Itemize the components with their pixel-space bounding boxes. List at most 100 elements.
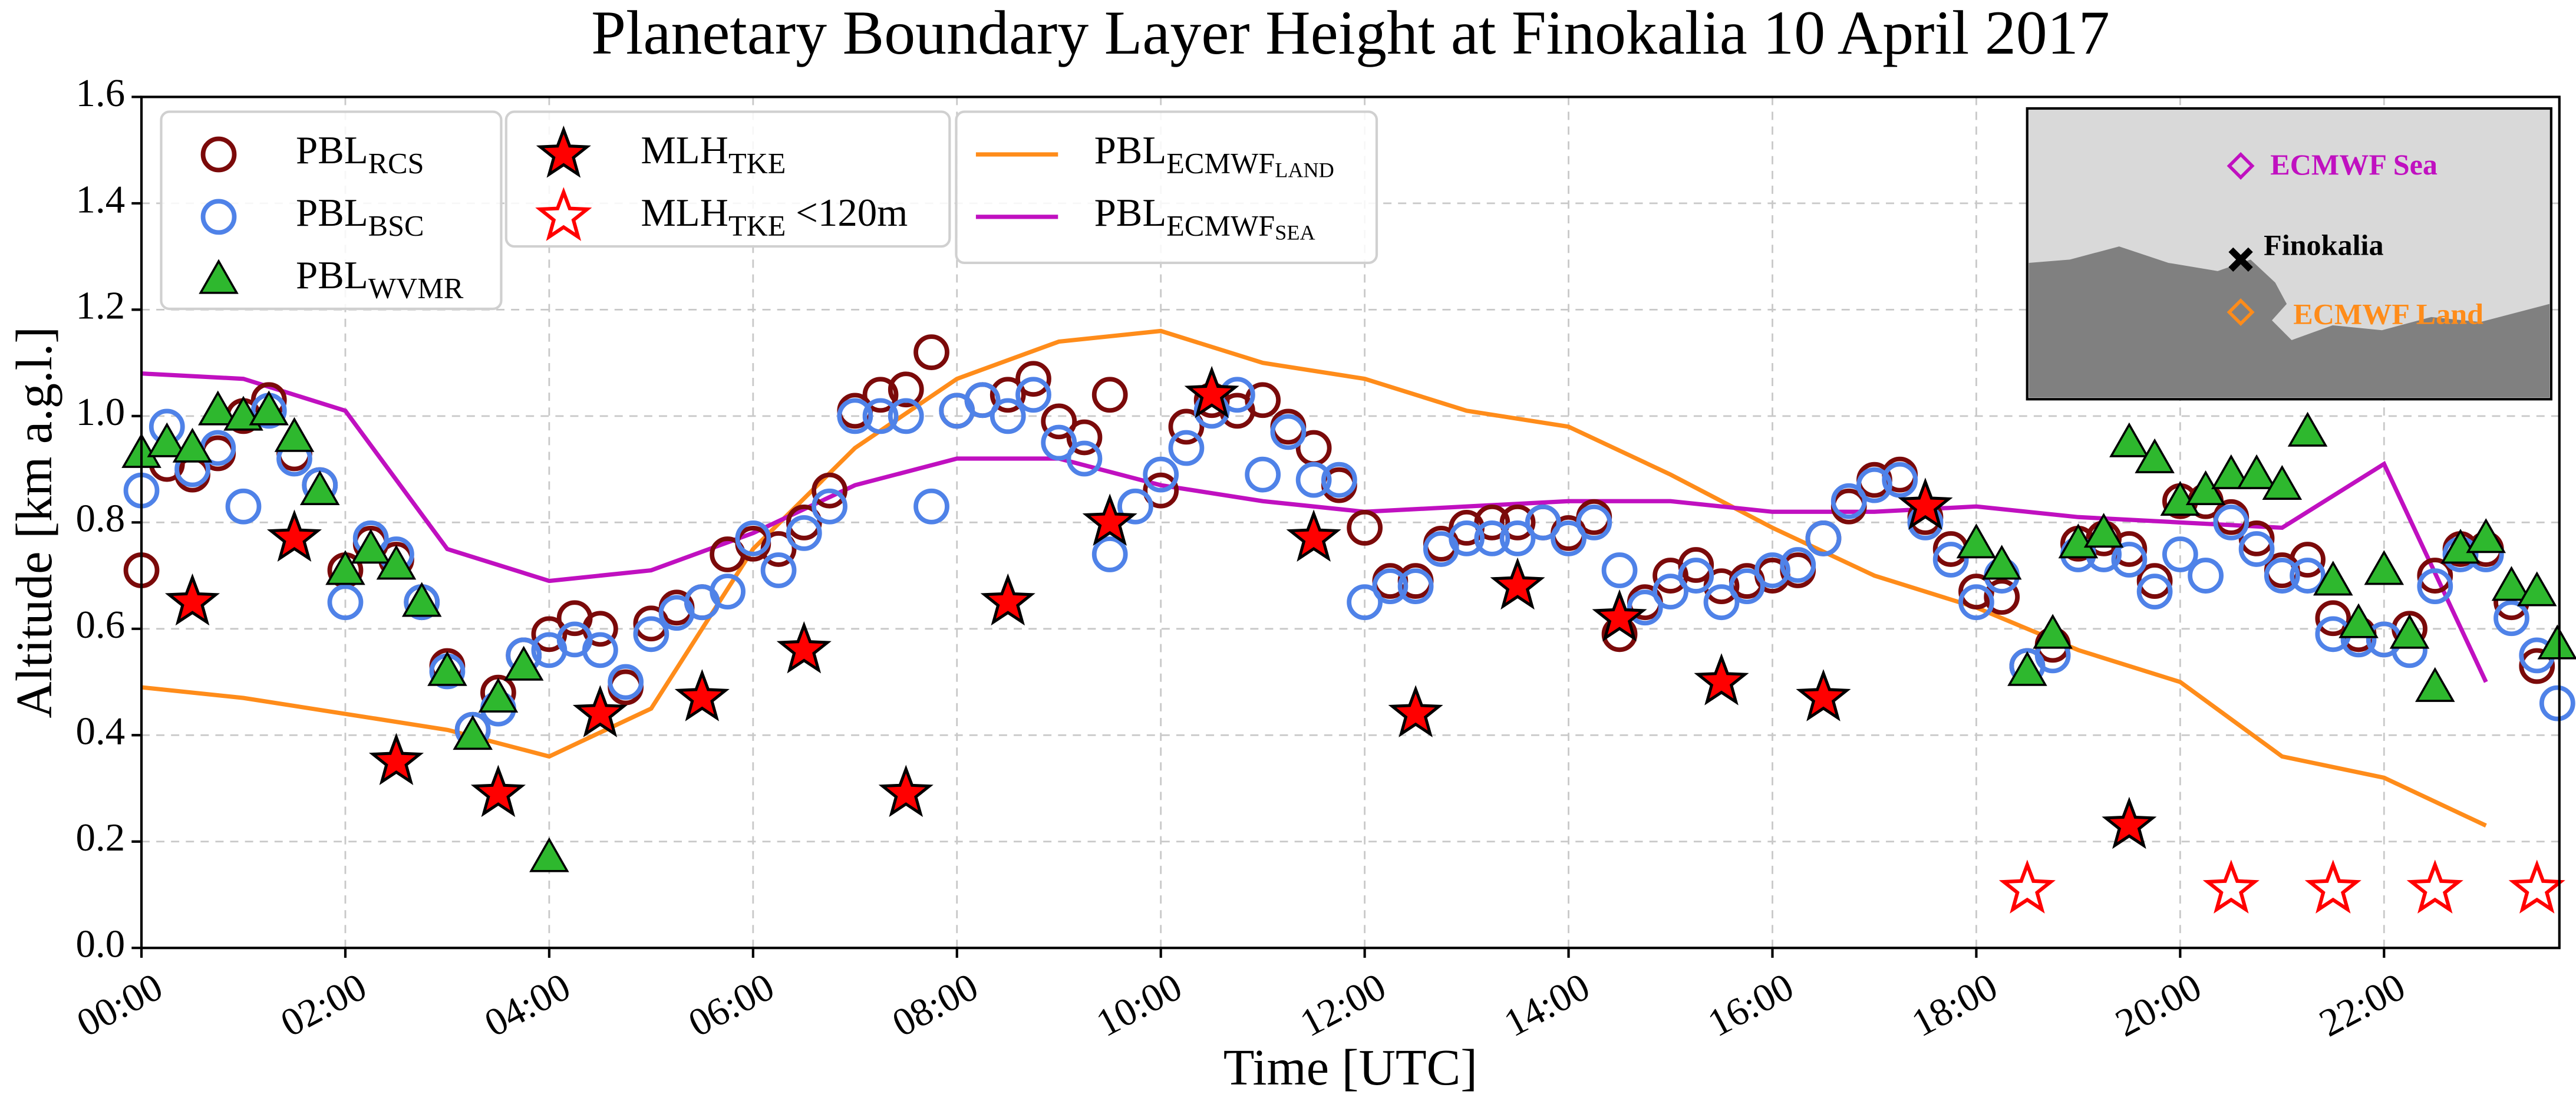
point [197,390,238,426]
legend-name: PBL [1094,191,1167,235]
point [1984,579,2020,615]
point [1601,552,1638,588]
point [2440,529,2481,564]
point [1856,467,1892,503]
sea-point [2227,152,2255,180]
point [401,582,442,617]
point [531,616,568,652]
land-point [2227,298,2255,327]
point [503,645,544,681]
point [760,552,797,588]
point [735,520,771,556]
legend-suffix: <120m [786,191,908,235]
legend-name: PBL [296,191,368,235]
point [1143,456,1179,493]
point [2389,614,2430,649]
point [2537,624,2576,660]
point [1958,574,1994,610]
point [2406,859,2463,914]
point [1270,414,1307,450]
point [225,488,262,525]
point [878,764,934,818]
point [1066,440,1103,477]
y-tick-label: 1.0 [76,390,126,434]
legend-subscript: LAND [1275,159,1334,182]
point [2238,531,2275,567]
point [470,764,526,818]
axes-frame [140,95,2561,950]
point [2238,520,2275,556]
point [1898,477,1953,530]
legend-label: MLHTKE <120m [641,191,908,242]
plot-area [121,328,2576,914]
point [1490,557,1545,610]
point [274,417,315,452]
point [1143,472,1179,509]
point [2162,536,2198,572]
point [2007,651,2047,686]
point [1372,568,1409,604]
point [964,382,1001,418]
legend-box [955,110,1378,265]
point [299,470,340,505]
legend-subscript: SEA [1275,221,1315,245]
point [1805,520,1842,556]
point [2417,568,2453,604]
legend-label: MLHTKE [641,128,786,179]
point [2508,859,2565,914]
x-axis-label: Time [UTC] [1223,1039,1477,1096]
point [368,733,424,785]
point [164,573,220,626]
point [1796,669,1851,721]
legend-subscript: ECMWF [1166,146,1275,179]
point [1754,552,1790,588]
point [2290,542,2326,578]
point [1015,361,1051,397]
point [2213,504,2250,541]
point [249,390,289,426]
legend-label: PBLBSC [296,191,424,242]
point [327,584,364,621]
point [2539,685,2575,721]
point [1474,520,1510,556]
inset-land [2029,246,2550,398]
point [529,837,569,872]
point [1184,365,1239,418]
y-tick-label: 0.8 [76,497,126,541]
point [351,529,391,564]
point [1091,377,1128,413]
point [913,334,949,370]
point [2111,542,2148,578]
point [1958,584,1994,621]
point [2519,648,2555,684]
point [1474,504,1510,541]
legend-name: PBL [1094,128,1167,172]
point [2102,796,2157,849]
point [2417,558,2453,594]
point [1397,568,1434,604]
point [1388,685,1443,737]
legend-subscript: TKE [728,209,786,242]
point [1015,377,1051,413]
point [1627,589,1663,626]
point [989,377,1026,413]
legend-box [504,110,951,248]
legend-label: PBLRCS [296,128,424,179]
point [1932,542,1969,578]
point [2033,614,2073,649]
point [1499,504,1536,541]
point [1678,547,1714,583]
point [2287,411,2328,447]
legend-marker [200,199,237,235]
point [786,515,822,551]
point [1780,547,1816,583]
point [980,573,1035,626]
point [1981,545,2022,580]
point [1082,493,1137,546]
point [1091,536,1128,572]
point [862,398,899,434]
point [812,488,847,525]
point [2313,561,2353,596]
point [2491,566,2532,601]
